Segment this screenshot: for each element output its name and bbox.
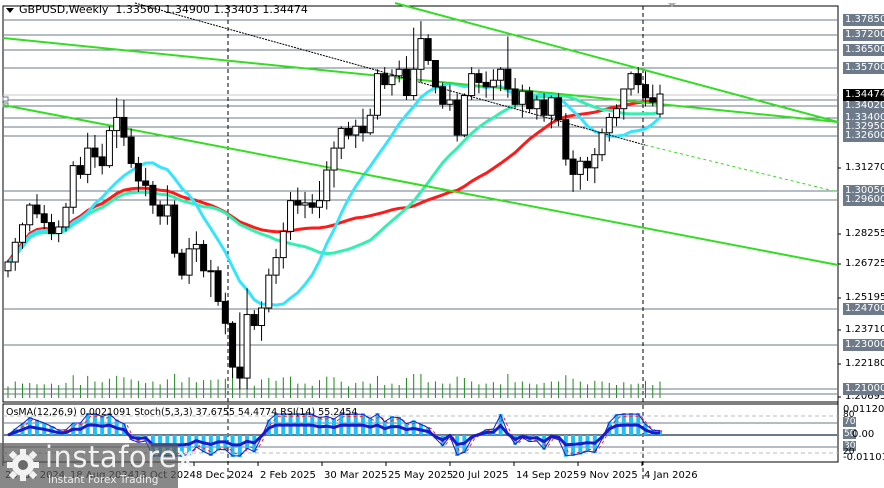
chart-title: GBPUSD,Weekly 1.33560 1.34900 1.33403 1.… xyxy=(6,3,308,16)
date-tick-label: 8 Dec 2024 xyxy=(196,470,254,481)
date-tick-label: 30 Mar 2025 xyxy=(324,470,388,481)
level-price-label: 1.29600 xyxy=(843,194,884,206)
date-tick-label: 20 Jul 2025 xyxy=(452,470,509,481)
level-price-label: 1.32600 xyxy=(843,130,884,142)
level-price-label: 1.34020 xyxy=(843,100,884,112)
indicator-level-label: 30 xyxy=(843,441,857,451)
price-tick-label: 1.28255 xyxy=(845,228,884,239)
date-tick-label: 14 Sep 2025 xyxy=(516,470,580,481)
chart-shift-marker[interactable] xyxy=(668,3,676,7)
indicator-zero-label: 0.00 xyxy=(852,429,875,440)
indicator-plot xyxy=(3,413,838,457)
date-tick-label: 25 May 2025 xyxy=(388,470,454,481)
ma-mid-line xyxy=(6,93,661,267)
logo-brand: instaforex xyxy=(45,440,195,474)
price-tick-label: 1.26725 xyxy=(845,258,884,269)
indicator-level-label: 70 xyxy=(843,417,857,427)
level-price-label: 1.21000 xyxy=(843,383,884,395)
candlesticks[interactable] xyxy=(4,21,664,390)
level-price-label: 1.37850 xyxy=(843,14,884,26)
indicator-title: OsMA(12,26,9) 0.0021091 Stoch(5,3,3) 37.… xyxy=(6,407,358,418)
level-price-label: 1.37200 xyxy=(843,29,884,41)
indicator-level-label: 50 xyxy=(843,429,857,439)
ohlc-values: 1.33560 1.34900 1.33403 1.34474 xyxy=(115,3,308,16)
indicator-scale-top: 0.011205 xyxy=(843,404,884,415)
gear-icon xyxy=(7,449,39,481)
instaforex-logo: instaforex Instant Forex Trading xyxy=(0,440,194,488)
level-price-label: 1.35700 xyxy=(843,62,884,74)
indicator-scale-bottom: -0.011015 xyxy=(843,452,884,463)
current-price-label: 1.34474 xyxy=(843,89,884,101)
price-tick-label: 1.23710 xyxy=(845,324,884,335)
logo-tagline: Instant Forex Trading xyxy=(48,474,159,486)
level-price-label: 1.36500 xyxy=(843,44,884,56)
symbol-timeframe: GBPUSD,Weekly xyxy=(19,3,109,16)
indicator-level-label: 80 xyxy=(843,410,855,420)
price-tick-label: 1.25195 xyxy=(845,292,884,303)
price-tick-label: 1.22180 xyxy=(845,358,884,369)
level-price-label: 1.23000 xyxy=(843,339,884,351)
date-tick-label: 9 Nov 2025 xyxy=(580,470,638,481)
price-tick-label: 1.31270 xyxy=(845,162,884,173)
price-tick-label: 1.20695 xyxy=(845,391,884,402)
level-price-label: 1.24700 xyxy=(843,303,884,315)
indicator-level-label: 20 xyxy=(843,447,855,457)
date-tick-label: 4 Jan 2026 xyxy=(644,470,698,481)
volume-bars xyxy=(3,374,838,398)
date-tick-label: 2 Feb 2025 xyxy=(260,470,316,481)
dropdown-triangle-icon[interactable] xyxy=(6,7,14,13)
